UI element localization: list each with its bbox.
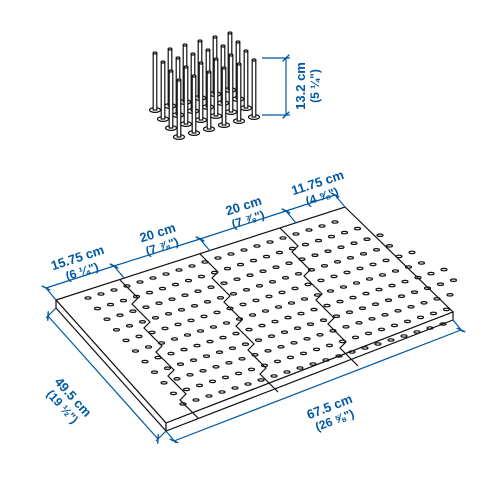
dim-sub: (5 ¼") [308,69,322,103]
dimension-diagram: 13.2 cm (5 ¼") 15.75 cm (6 ¼") 20 cm (7 … [0,0,500,500]
pegs [150,32,260,139]
dim-peg-height: 13.2 cm (5 ¼") [262,58,322,115]
svg-text:13.2 cm: 13.2 cm [293,62,308,110]
dim-label: 13.2 cm [293,62,308,110]
pegboard [56,207,457,431]
svg-text:(5 ¼"): (5 ¼") [308,69,322,103]
